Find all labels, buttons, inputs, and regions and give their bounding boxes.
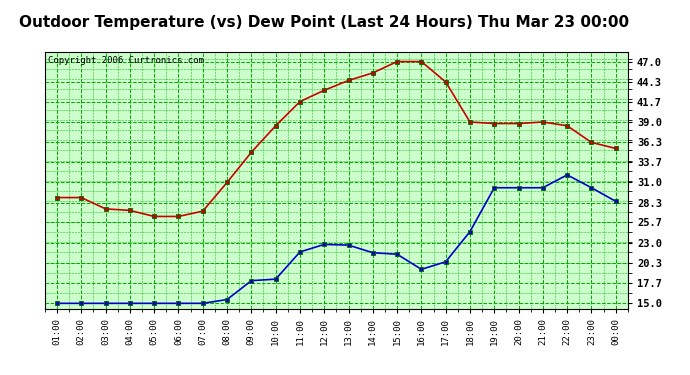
Text: Copyright 2006 Curtronics.com: Copyright 2006 Curtronics.com [48, 56, 204, 65]
Text: Outdoor Temperature (vs) Dew Point (Last 24 Hours) Thu Mar 23 00:00: Outdoor Temperature (vs) Dew Point (Last… [19, 15, 629, 30]
